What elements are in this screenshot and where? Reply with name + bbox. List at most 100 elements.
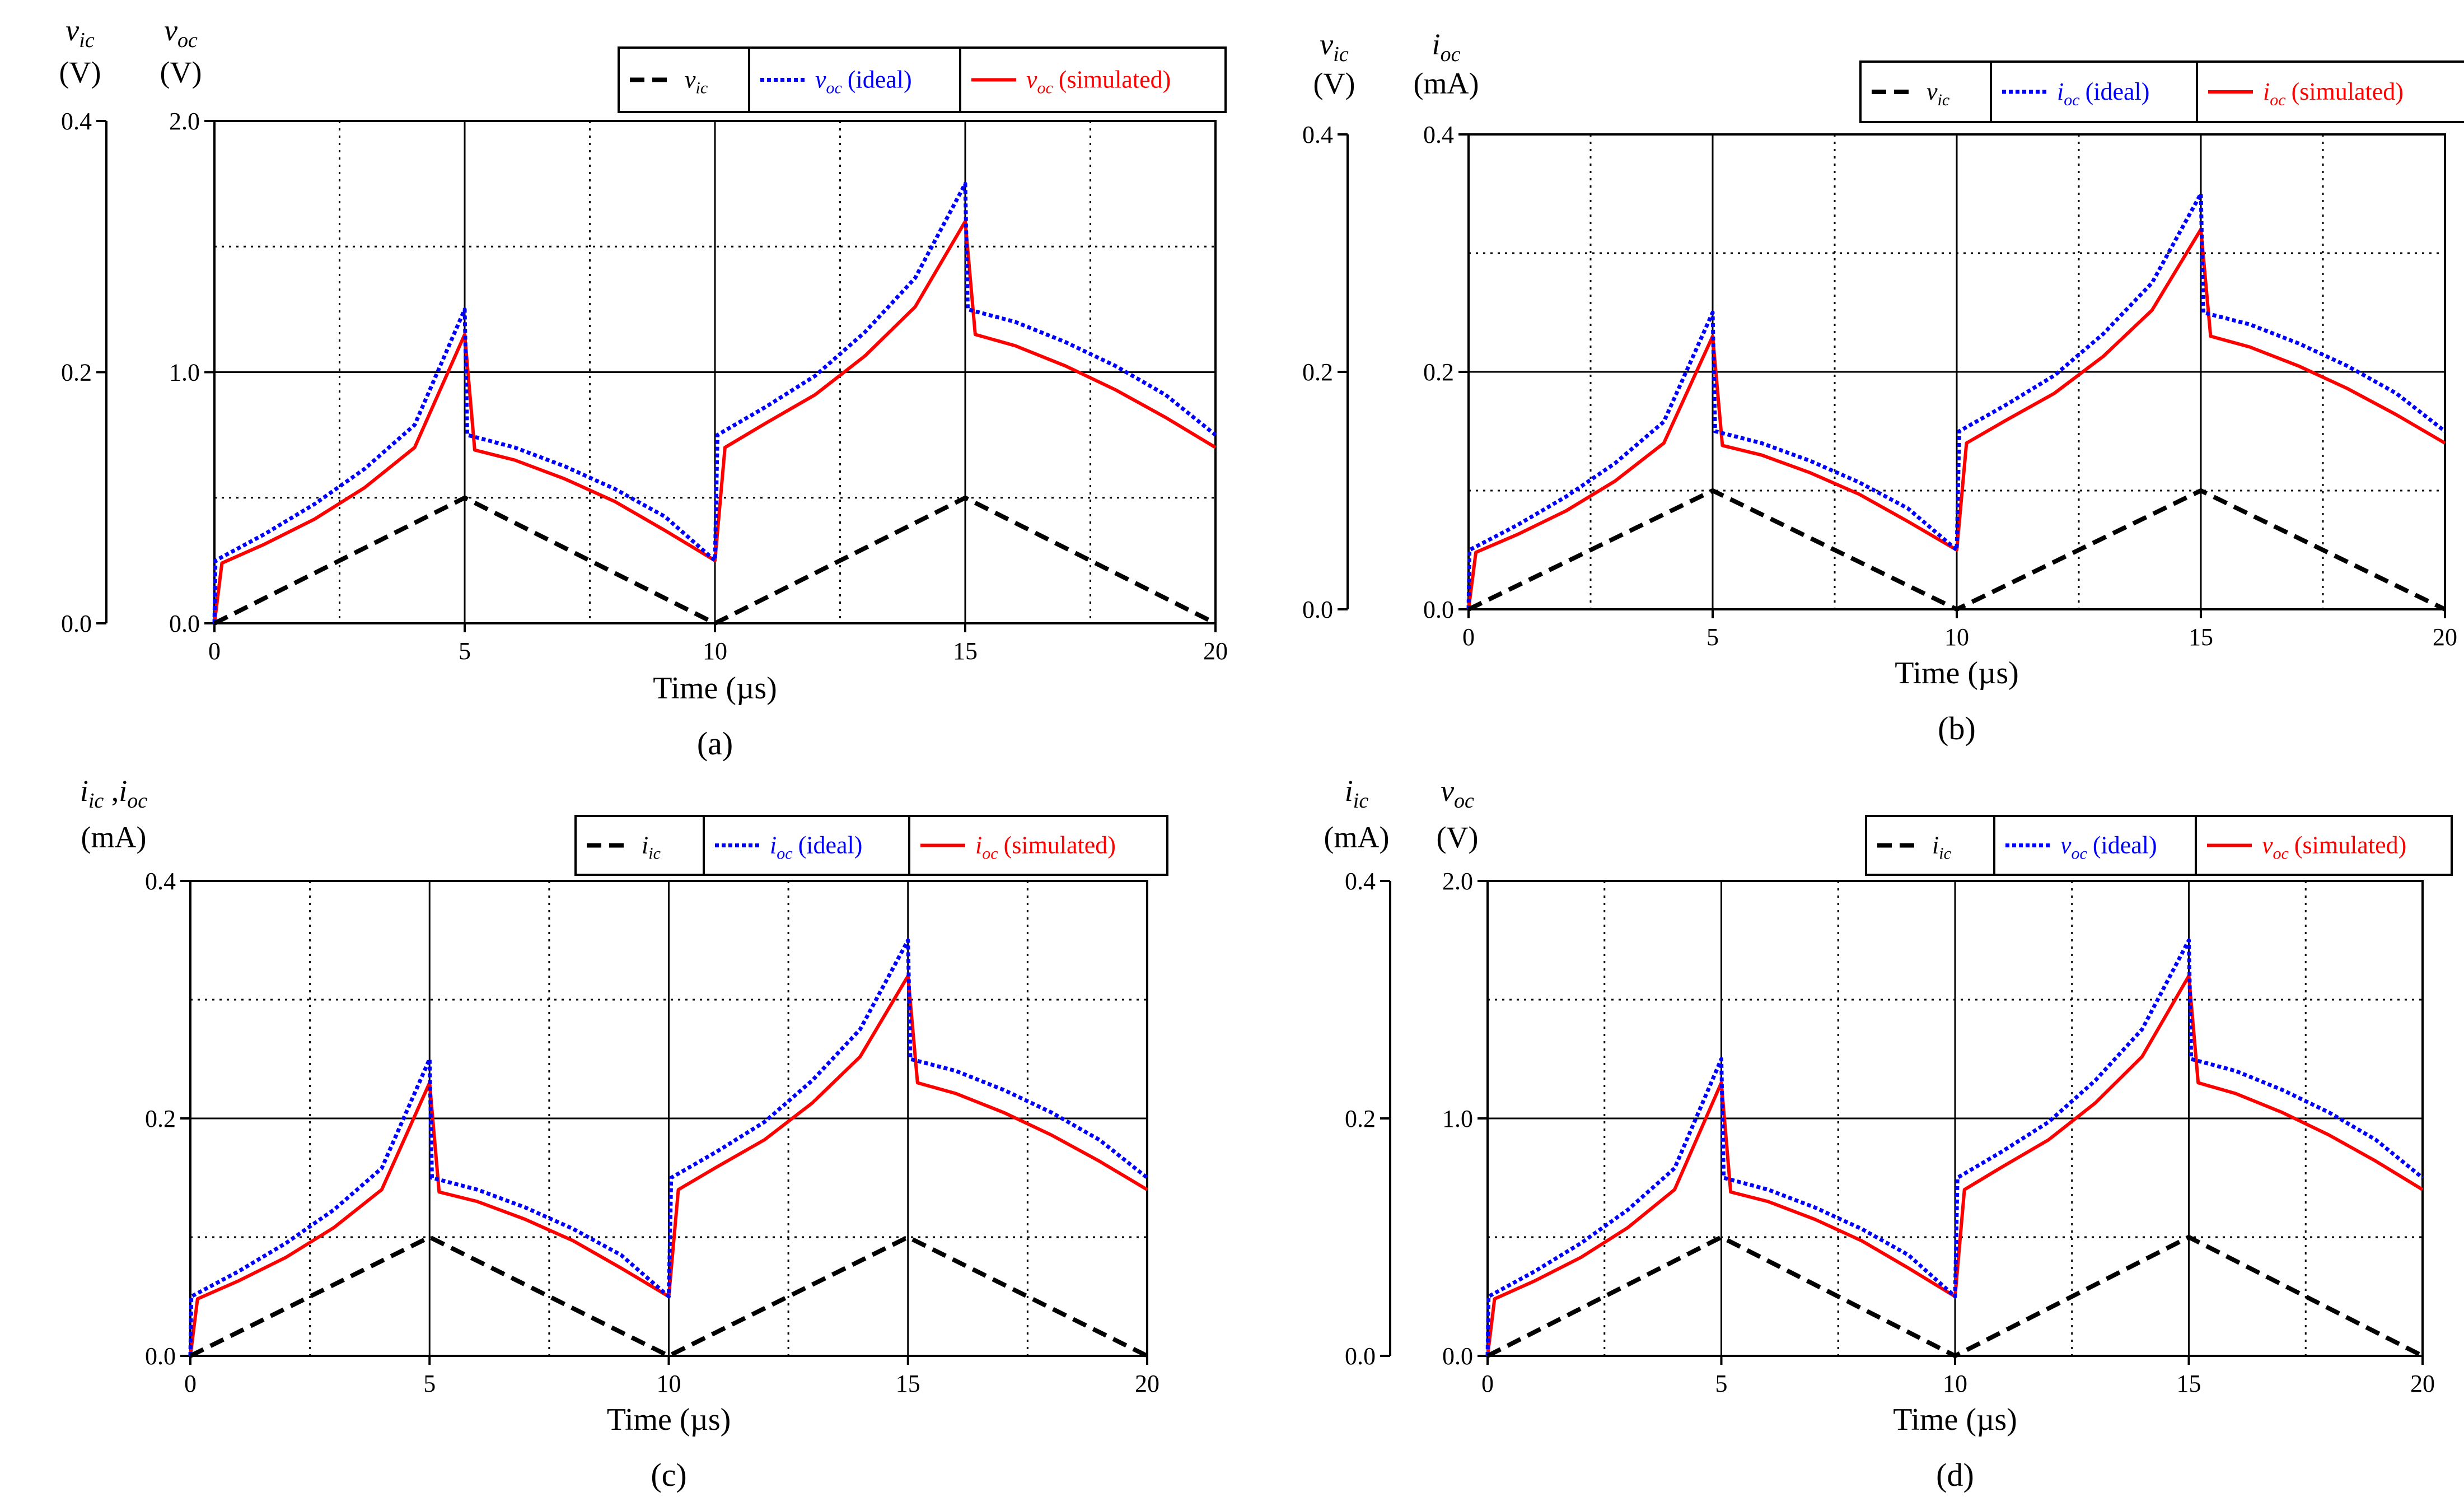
chart-panel-d: 0.00.20.40.01.02.00 5 10 15 20iic(mA)voc(V)T… [1324,774,2453,1493]
legend-entry: voc (simulated) [2262,832,2406,863]
series-line-v-oc-simulated- [213,220,1217,624]
x-tick-label: 5 [1706,623,1719,651]
left-tick-label: 0.0 [145,1342,176,1370]
x-tick-label: 5 [459,637,471,665]
x-axis-label: Time (µs) [1893,1402,2017,1437]
axis-symbol: i [1345,774,1353,808]
legend-subscript: ic [696,79,708,97]
legend-subscript: ic [1939,845,1951,863]
x-tick-label: 0 [1481,1370,1494,1397]
legend-entry: ioc (ideal) [770,832,862,863]
left-tick-label: 0.0 [1345,1342,1376,1370]
legend-symbol: v [685,66,696,94]
axis-subscript: ic [1353,789,1369,813]
inner-tick-label: 0.0 [1423,596,1454,623]
series-line-v-ic [213,495,1217,626]
x-tick-label: 15 [953,637,978,665]
x-tick-label: 0 [208,637,221,665]
axis-title-right: voc [1441,774,1474,813]
legend-subscript: ic [1938,91,1950,109]
axis-unit-right: (V) [160,55,202,89]
legend-symbol: v [1927,78,1938,105]
legend-entry: voc (ideal) [815,66,912,97]
legend-subscript: oc [2072,845,2087,863]
left-tick-label: 0.4 [145,868,176,895]
series-line-i-oc-ideal- [1466,192,2447,610]
legend-suffix: (simulated) [1004,832,1116,859]
inner-tick-label: 0.4 [1423,121,1454,148]
axis-symbol: i [1432,27,1441,61]
legend-entry: iic [1932,832,1951,863]
legend: vic ioc (ideal) ioc (simulated) [1859,60,2464,123]
legend-subscript: oc [2064,91,2079,109]
legend-suffix: (simulated) [1059,66,1171,94]
legend-symbol: i [642,832,648,859]
x-tick-label: 10 [657,1370,681,1397]
legend-symbol: i [2057,78,2064,105]
x-tick-label: 20 [1203,637,1228,665]
axis-title-left: vic [1320,27,1349,66]
legend-symbol: i [770,832,777,859]
panel-label: (c) [651,1457,686,1493]
axis-subscript: oc [1454,789,1474,813]
axis-title-right: ioc [1432,27,1461,66]
axis-symbol: v [164,13,177,47]
inner-tick-label: 2.0 [1442,868,1473,895]
legend-symbol: i [2263,78,2270,105]
panel-label: (b) [1938,710,1976,747]
inner-tick-label: 2.0 [169,108,200,135]
x-axis-label: Time (µs) [1895,656,2019,691]
axis-subscript: oc [177,29,198,52]
legend-entry: voc (simulated) [1026,66,1171,97]
x-tick-label: 5 [1715,1370,1728,1397]
x-tick-label: 5 [423,1370,436,1397]
legend: vic voc (ideal) voc (simulated) [618,46,1227,113]
left-tick-label: 0.2 [61,359,92,386]
chart-panel-b: 0.00.20.40.00.20.40 5 10 15 20vic(V)ioc(mA)T… [1302,27,2464,747]
left-tick-label: 0.0 [61,610,92,637]
x-tick-label: 15 [896,1370,920,1397]
axis-symbol-2: i [119,774,127,808]
x-tick-label: 10 [1944,623,1969,651]
legend-symbol: i [975,832,982,859]
x-tick-label: 20 [1135,1370,1159,1397]
legend-subscript: ic [648,845,661,863]
axis-subscript: ic [79,29,95,52]
legend-entry: iic [642,832,661,863]
legend-box [1993,815,2197,876]
legend-entry: vic [685,66,708,97]
legend-suffix: (ideal) [2086,78,2150,105]
axis-unit-left: (mA) [1324,820,1390,854]
legend-entry: voc (ideal) [2060,832,2157,863]
legend-symbol: v [2060,832,2072,859]
axis-unit-left: (V) [59,55,101,89]
legend-subscript: oc [982,845,998,863]
x-tick-label: 10 [1943,1370,1967,1397]
left-tick-label: 0.2 [145,1105,176,1132]
inner-tick-label: 0.2 [1423,358,1454,386]
legend-suffix: (simulated) [2292,78,2404,105]
axis-subscript: oc [1441,43,1461,66]
axis-symbol: i [80,774,88,808]
left-tick-label: 0.0 [1302,596,1333,623]
legend-suffix: (ideal) [2093,832,2157,859]
inner-tick-label: 1.0 [169,359,200,386]
legend-suffix: (simulated) [2294,832,2406,859]
series-line-v-ic [1467,488,2446,612]
left-tick-label: 0.4 [1345,868,1376,895]
legend-entry: ioc (simulated) [2263,78,2404,109]
left-tick-label: 0.2 [1345,1105,1376,1132]
x-tick-label: 0 [184,1370,197,1397]
axis-symbol: v [66,13,79,47]
panel-label: (d) [1936,1457,1974,1493]
left-tick-label: 0.4 [61,108,92,135]
axis-subscript-2: oc [127,789,147,813]
axis-separator: , [104,774,119,808]
legend-subscript: oc [777,845,792,863]
x-tick-label: 0 [1462,623,1475,651]
series-line-i-oc-ideal- [188,938,1149,1356]
axis-unit-right: (V) [1437,820,1479,854]
axis-title-right: voc [164,13,198,52]
